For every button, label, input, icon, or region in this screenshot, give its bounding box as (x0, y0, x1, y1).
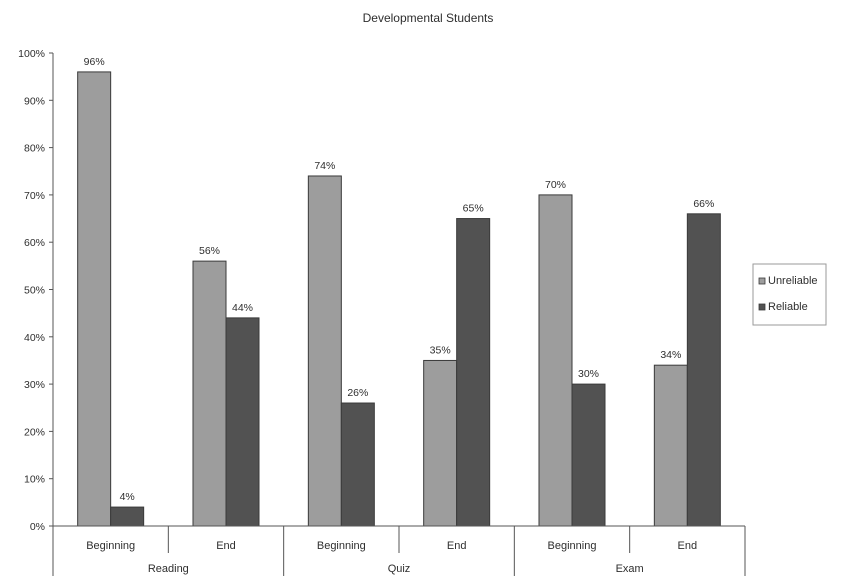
bar-unreliable (423, 359, 458, 527)
data-label-unreliable: 70% (545, 179, 566, 191)
bars: 96% 4% 56% 44% 74% 26% 35% 65% 70% 30% 34% 66% (77, 56, 721, 527)
legend-swatch-unreliable (758, 277, 766, 285)
bar-reliable (571, 383, 606, 527)
data-label-reliable: 4% (120, 491, 135, 503)
x-group-label: Exam (616, 563, 644, 575)
y-tick-label: 50% (24, 285, 45, 297)
data-label-unreliable: 35% (430, 344, 451, 356)
y-tick-label: 100% (18, 48, 45, 60)
bar-reliable (225, 317, 260, 527)
data-label-unreliable: 96% (84, 56, 105, 68)
x-group-label: Reading (148, 563, 189, 575)
legend-label-unreliable: Unreliable (768, 275, 818, 287)
x-category-label: End (216, 540, 236, 552)
legend: Unreliable Reliable (752, 263, 827, 326)
data-label-unreliable: 56% (199, 245, 220, 257)
y-tick-label: 10% (24, 474, 45, 486)
y-tick-label: 60% (24, 237, 45, 249)
y-tick-label: 20% (24, 426, 45, 438)
data-label-reliable: 65% (463, 203, 484, 215)
y-tick-label: 30% (24, 379, 45, 391)
x-category-label: End (678, 540, 698, 552)
x-axis: Beginning End Beginning End Beginning End Read… (52, 525, 746, 576)
bar-unreliable (653, 364, 688, 527)
bar-reliable (110, 506, 145, 527)
legend-box (752, 263, 827, 326)
data-label-unreliable: 34% (660, 349, 681, 361)
data-label-unreliable: 74% (314, 160, 335, 172)
y-tick-label: 40% (24, 332, 45, 344)
chart-title: Developmental Students (363, 11, 494, 25)
y-axis: 0% 10% 20% 30% 40% 50% 60% 70% 80% 90% 100% (18, 48, 54, 533)
data-label-reliable: 66% (693, 198, 714, 210)
y-tick-label: 0% (30, 521, 45, 533)
y-tick-label: 80% (24, 143, 45, 155)
x-category-label: Beginning (86, 540, 135, 552)
bar-reliable (340, 402, 375, 527)
data-label-reliable: 30% (578, 368, 599, 380)
x-category-label: Beginning (317, 540, 366, 552)
y-tick-label: 90% (24, 95, 45, 107)
legend-label-reliable: Reliable (768, 301, 808, 313)
bar-unreliable (77, 71, 112, 527)
bar-unreliable (307, 175, 342, 527)
bar-reliable (686, 213, 721, 527)
bar-unreliable (192, 260, 227, 527)
data-label-reliable: 26% (347, 387, 368, 399)
bar-unreliable (538, 194, 573, 527)
x-category-label: End (447, 540, 467, 552)
x-category-label: Beginning (548, 540, 597, 552)
x-group-label: Quiz (388, 563, 411, 575)
bar-reliable (456, 218, 491, 527)
legend-swatch-reliable (758, 303, 766, 311)
data-label-reliable: 44% (232, 302, 253, 314)
y-tick-label: 70% (24, 190, 45, 202)
